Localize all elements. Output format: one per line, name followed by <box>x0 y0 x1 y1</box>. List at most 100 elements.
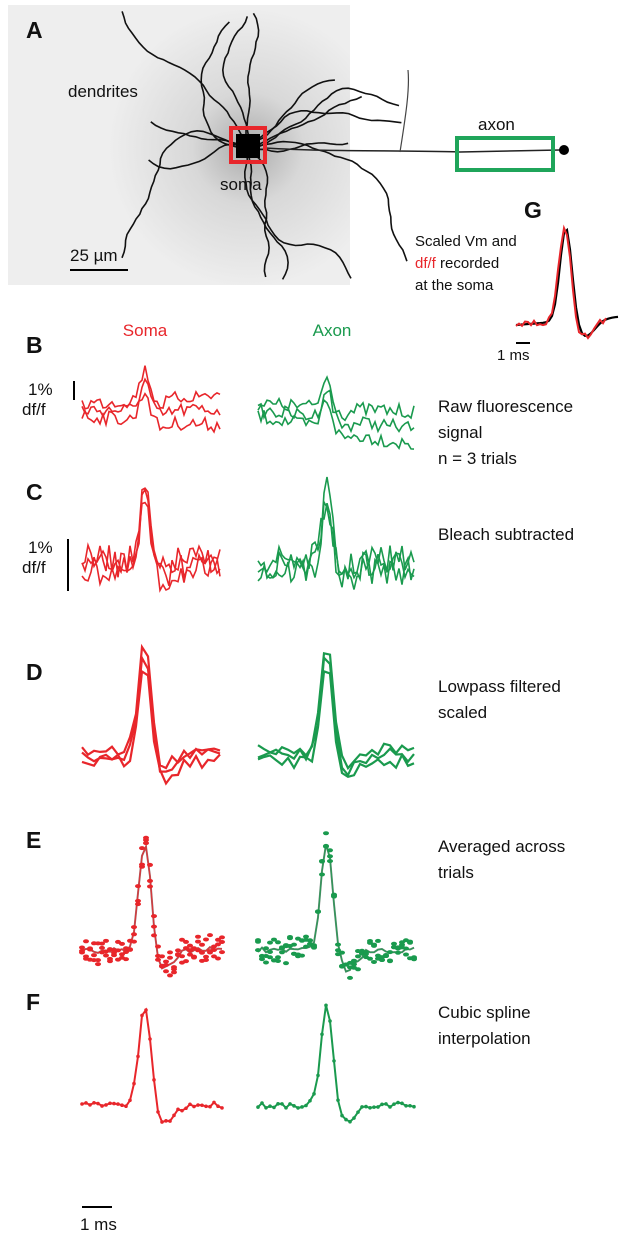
spline-point <box>364 1104 368 1109</box>
sample-point <box>323 831 329 836</box>
scale-label: 1% <box>28 380 53 399</box>
spline-point <box>384 1102 388 1106</box>
sample-point <box>199 950 205 955</box>
row-description: Averaged across <box>438 837 565 856</box>
spline-point <box>412 1104 416 1109</box>
column-title: Axon <box>313 321 352 340</box>
spline-point <box>104 1103 108 1107</box>
sample-point <box>143 835 149 840</box>
sample-point <box>119 952 125 957</box>
spline-point <box>408 1103 412 1108</box>
spline-point <box>208 1104 212 1109</box>
dendrite <box>247 147 289 280</box>
sample-point <box>159 954 165 959</box>
spline-point <box>108 1101 112 1106</box>
sample-point <box>279 950 285 955</box>
spline-point <box>120 1103 124 1108</box>
sample-point <box>263 946 269 951</box>
sample-point <box>175 948 181 953</box>
scale-label: 1% <box>28 538 53 557</box>
sample-point <box>131 939 137 944</box>
spline-point <box>304 1103 308 1108</box>
trial-trace <box>81 487 221 587</box>
spline-point <box>400 1101 404 1106</box>
spline-point <box>200 1103 204 1108</box>
sample-point <box>303 934 309 939</box>
sample-point <box>211 944 217 949</box>
sample-point <box>219 939 225 944</box>
sample-point <box>163 969 169 974</box>
spline-point <box>324 1003 328 1008</box>
sample-point <box>267 955 273 960</box>
spline-point <box>276 1102 280 1106</box>
panel-letter: D <box>26 659 43 685</box>
soma-box <box>229 126 267 164</box>
sample-point <box>215 937 221 942</box>
spline-point <box>92 1101 96 1105</box>
sample-point <box>219 950 225 955</box>
sample-point <box>299 953 305 958</box>
sample-point <box>191 954 197 959</box>
trial-trace <box>81 377 221 418</box>
fit-trace <box>81 843 223 970</box>
spline-point <box>132 1081 136 1086</box>
panel-letter: E <box>26 827 41 853</box>
sample-point <box>411 957 417 962</box>
sample-point <box>139 846 145 851</box>
sample-point <box>275 959 281 964</box>
sample-point <box>215 956 221 961</box>
dendrite <box>247 147 270 278</box>
spline-point <box>340 1113 344 1118</box>
spline-point <box>220 1106 224 1110</box>
scale-label: 1 ms <box>497 347 530 364</box>
sample-point <box>391 941 397 946</box>
spline-point <box>320 1032 324 1037</box>
spline-point <box>292 1104 296 1108</box>
spline-point <box>308 1098 312 1103</box>
spline-point <box>280 1102 284 1106</box>
sample-point <box>371 959 377 964</box>
spline-point <box>96 1101 100 1106</box>
spline-point <box>336 1098 340 1102</box>
soma-body <box>236 134 260 158</box>
row-description: Bleach subtracted <box>438 525 574 544</box>
sample-point <box>199 942 205 947</box>
bouton <box>559 145 569 155</box>
dendrite <box>221 16 251 149</box>
spline-point <box>164 1119 168 1123</box>
spline-point <box>284 1106 288 1110</box>
panel-letter: G <box>524 197 542 223</box>
g-text: recorded <box>440 255 499 272</box>
sample-point <box>375 938 381 943</box>
trial-trace <box>81 669 221 786</box>
sample-point <box>207 933 213 938</box>
sample-point <box>367 956 373 961</box>
sample-point <box>103 938 109 943</box>
row-description: scaled <box>438 703 487 722</box>
sample-point <box>195 934 201 939</box>
spline-point <box>256 1105 260 1109</box>
spline-point <box>368 1105 372 1110</box>
sample-point <box>179 937 185 942</box>
spline-point <box>264 1105 268 1110</box>
spline-point <box>272 1105 276 1110</box>
spline-point <box>88 1103 92 1107</box>
spline-point <box>112 1101 116 1106</box>
spline-trace <box>257 1005 415 1123</box>
spline-point <box>80 1102 84 1106</box>
spline-point <box>156 1110 160 1114</box>
sample-point <box>283 961 289 966</box>
spline-point <box>188 1102 192 1107</box>
trial-trace <box>257 398 415 451</box>
panel-letter: A <box>26 17 43 43</box>
trial-trace <box>257 499 415 590</box>
sample-point <box>167 973 173 978</box>
sample-point <box>215 942 221 947</box>
spline-point <box>396 1100 400 1105</box>
sample-point <box>403 952 409 957</box>
axon-branch <box>399 69 410 153</box>
dendrite <box>121 129 249 259</box>
sample-point <box>371 943 377 948</box>
dendrite <box>245 12 260 149</box>
trial-trace <box>257 651 415 771</box>
